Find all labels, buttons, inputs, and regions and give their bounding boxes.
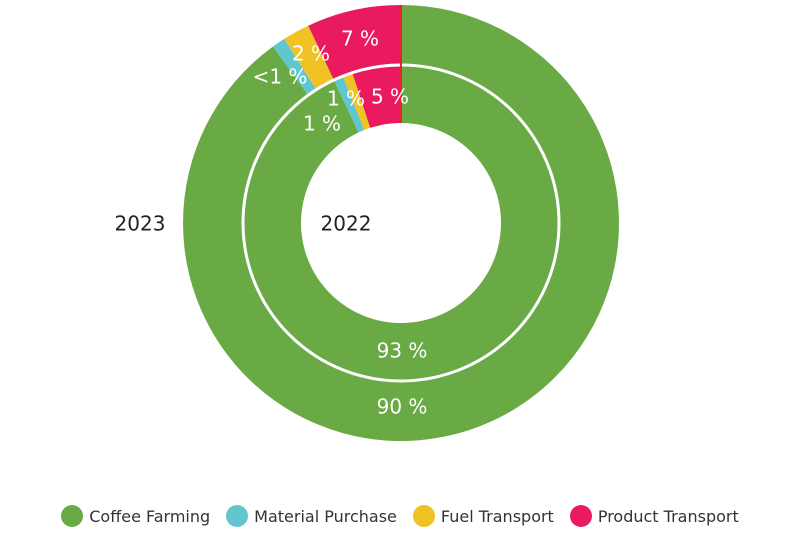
- data-label-2022-fuel-transport: 1 %: [327, 87, 365, 111]
- legend-swatch: [226, 505, 249, 527]
- segment-2022-fuel-transport[interactable]: [342, 72, 371, 131]
- legend-label: Coffee Farming: [89, 506, 211, 526]
- data-label-2023-coffee-farming: 90 %: [377, 395, 428, 419]
- legend-label: Fuel Transport: [440, 506, 554, 526]
- data-label-2023-product-transport: 7 %: [341, 27, 379, 51]
- legend-item-material-purchase[interactable]: Material Purchase: [226, 505, 397, 527]
- segment-2022-material-purchase[interactable]: [333, 76, 365, 133]
- segment-2022-product-transport[interactable]: [352, 65, 401, 128]
- data-label-2023-material-purchase: <1 %: [253, 65, 308, 89]
- segment-2022-coffee-farming[interactable]: [243, 65, 560, 382]
- segment-2023-fuel-transport[interactable]: [284, 25, 334, 90]
- outer-ring-year-label: 2023: [115, 212, 166, 236]
- legend-item-fuel-transport[interactable]: Fuel Transport: [412, 505, 554, 527]
- data-label-2022-material-purchase: 1 %: [303, 112, 341, 136]
- segment-2023-material-purchase[interactable]: [272, 38, 317, 96]
- inner-ring-year-label: 2022: [321, 212, 372, 236]
- legend: Coffee Farming Material Purchase Fuel Tr…: [0, 505, 800, 527]
- legend-swatch: [412, 505, 435, 527]
- legend-swatch: [569, 505, 592, 527]
- data-label-2023-fuel-transport: 2 %: [292, 42, 330, 66]
- legend-item-product-transport[interactable]: Product Transport: [569, 505, 739, 527]
- legend-item-coffee-farming[interactable]: Coffee Farming: [61, 505, 210, 527]
- segment-2023-product-transport[interactable]: [308, 5, 401, 81]
- data-label-2022-product-transport: 5 %: [371, 85, 409, 109]
- legend-label: Material Purchase: [254, 506, 397, 526]
- data-label-2022-coffee-farming: 93 %: [377, 339, 428, 363]
- legend-swatch: [61, 505, 84, 527]
- legend-label: Product Transport: [597, 506, 739, 526]
